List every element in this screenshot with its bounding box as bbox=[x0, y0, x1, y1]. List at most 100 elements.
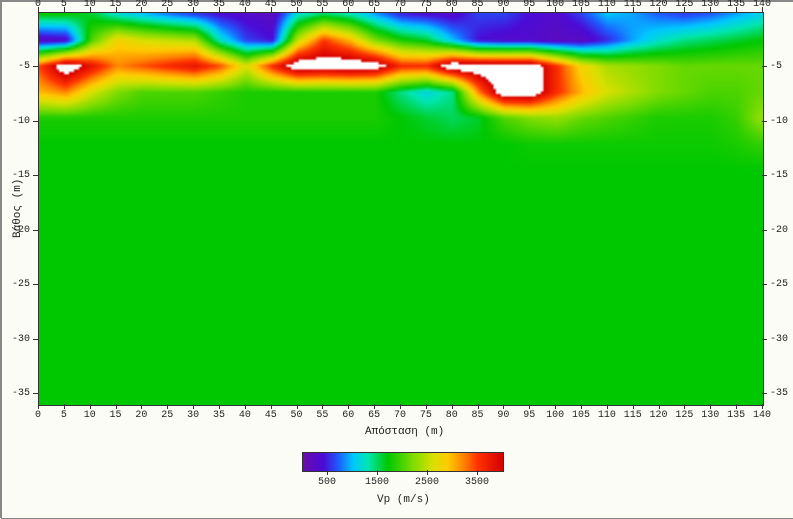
axis-tick bbox=[374, 404, 375, 409]
tick-label: 85 bbox=[472, 410, 484, 421]
tick-label: 100 bbox=[546, 410, 564, 421]
axis-tick bbox=[762, 393, 767, 394]
axis-tick bbox=[478, 404, 479, 409]
tick-label: 35 bbox=[213, 0, 225, 10]
tick-label: 20 bbox=[135, 0, 147, 10]
axis-tick bbox=[116, 404, 117, 409]
tick-label: 0 bbox=[35, 0, 41, 10]
axis-tick bbox=[762, 339, 767, 340]
tick-label: 60 bbox=[342, 410, 354, 421]
tick-label: 120 bbox=[650, 410, 668, 421]
tick-label: 55 bbox=[316, 410, 328, 421]
axis-tick bbox=[141, 404, 142, 409]
tick-label: 5 bbox=[61, 0, 67, 10]
axis-tick bbox=[762, 404, 763, 409]
tick-label: 10 bbox=[84, 410, 96, 421]
axis-tick bbox=[477, 470, 478, 475]
axis-tick bbox=[193, 404, 194, 409]
axis-tick bbox=[90, 404, 91, 409]
tick-label: 2500 bbox=[415, 477, 439, 488]
tick-label: 50 bbox=[291, 410, 303, 421]
x-axis-label: Απόσταση (m) bbox=[365, 426, 444, 438]
tick-label: -5 bbox=[18, 61, 30, 72]
tick-label: 65 bbox=[368, 410, 380, 421]
axis-tick bbox=[581, 404, 582, 409]
tick-label: 125 bbox=[675, 410, 693, 421]
tick-label: 5 bbox=[61, 410, 67, 421]
tick-label: 115 bbox=[624, 410, 642, 421]
tick-label: 45 bbox=[265, 0, 277, 10]
tick-label: 95 bbox=[523, 0, 535, 10]
tick-label: 105 bbox=[572, 410, 590, 421]
axis-tick bbox=[762, 66, 767, 67]
axis-tick bbox=[452, 404, 453, 409]
axis-tick bbox=[64, 404, 65, 409]
axis-tick bbox=[426, 404, 427, 409]
axis-tick bbox=[633, 404, 634, 409]
axis-tick bbox=[33, 339, 38, 340]
tick-label: 50 bbox=[291, 0, 303, 10]
tick-label: 10 bbox=[84, 0, 96, 10]
tick-label: 140 bbox=[753, 410, 771, 421]
colorbar-label: Vp (m/s) bbox=[377, 494, 430, 506]
tick-label: 55 bbox=[316, 0, 328, 10]
axis-tick bbox=[271, 404, 272, 409]
axis-tick bbox=[348, 404, 349, 409]
tick-label: 70 bbox=[394, 0, 406, 10]
tick-label: 125 bbox=[675, 0, 693, 10]
axis-tick bbox=[377, 470, 378, 475]
tick-label: 110 bbox=[598, 0, 616, 10]
tick-label: 30 bbox=[187, 0, 199, 10]
axis-tick bbox=[167, 404, 168, 409]
tick-label: 1500 bbox=[365, 477, 389, 488]
axis-tick bbox=[710, 404, 711, 409]
tick-label: 95 bbox=[523, 410, 535, 421]
tick-label: 40 bbox=[239, 410, 251, 421]
tick-label: -30 bbox=[770, 334, 788, 345]
axis-tick bbox=[529, 404, 530, 409]
tick-label: 35 bbox=[213, 410, 225, 421]
axis-tick bbox=[33, 121, 38, 122]
tick-label: 80 bbox=[446, 0, 458, 10]
tick-label: -20 bbox=[12, 225, 30, 236]
tick-label: 130 bbox=[701, 410, 719, 421]
tick-label: -25 bbox=[770, 279, 788, 290]
axis-tick bbox=[33, 175, 38, 176]
axis-tick bbox=[503, 404, 504, 409]
axis-tick bbox=[607, 404, 608, 409]
figure-frame: Βάθος (m) Απόσταση (m) Vp (m/s) 00551010… bbox=[2, 2, 793, 518]
axis-tick bbox=[762, 121, 767, 122]
tick-label: 65 bbox=[368, 0, 380, 10]
axis-tick bbox=[33, 284, 38, 285]
tick-label: 90 bbox=[497, 410, 509, 421]
tick-label: 110 bbox=[598, 410, 616, 421]
axis-tick bbox=[659, 404, 660, 409]
axis-tick bbox=[762, 230, 767, 231]
tick-label: 140 bbox=[753, 0, 771, 10]
tick-label: -35 bbox=[770, 388, 788, 399]
tick-label: -5 bbox=[770, 61, 782, 72]
tick-label: 105 bbox=[572, 0, 590, 10]
tick-label: -10 bbox=[12, 116, 30, 127]
tick-label: 135 bbox=[727, 0, 745, 10]
axis-tick bbox=[38, 404, 39, 409]
tick-label: 20 bbox=[135, 410, 147, 421]
tick-label: 25 bbox=[161, 0, 173, 10]
tick-label: -30 bbox=[12, 334, 30, 345]
tick-label: 120 bbox=[650, 0, 668, 10]
tick-label: 15 bbox=[110, 0, 122, 10]
tick-label: 500 bbox=[318, 477, 336, 488]
axis-tick bbox=[736, 404, 737, 409]
tick-label: 75 bbox=[420, 0, 432, 10]
axis-tick bbox=[400, 404, 401, 409]
axis-tick bbox=[762, 284, 767, 285]
tick-label: -15 bbox=[12, 170, 30, 181]
tick-label: 130 bbox=[701, 0, 719, 10]
tick-label: 15 bbox=[110, 410, 122, 421]
tick-label: -20 bbox=[770, 225, 788, 236]
tick-label: 85 bbox=[472, 0, 484, 10]
colorbar-canvas bbox=[303, 453, 503, 471]
tick-label: 40 bbox=[239, 0, 251, 10]
heatmap-plot bbox=[38, 12, 764, 406]
axis-tick bbox=[245, 404, 246, 409]
